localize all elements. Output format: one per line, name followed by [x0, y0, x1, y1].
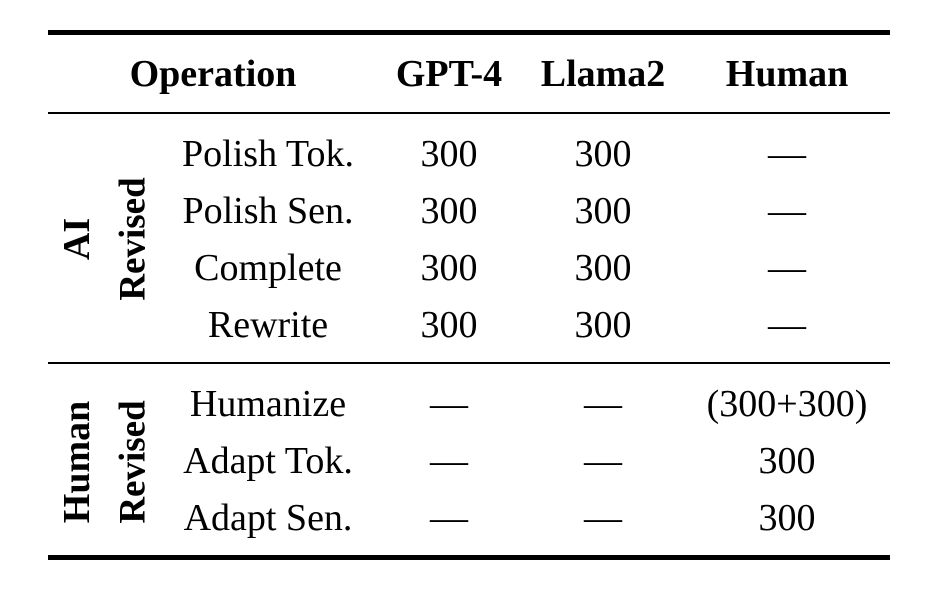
group-sublabel-ai-revised: Revised	[112, 177, 154, 301]
row-human-rewrite: —	[768, 304, 806, 346]
header-operation: Operation	[129, 53, 297, 95]
row-operation-complete: Complete	[194, 247, 342, 289]
row-operation-polish-tok: Polish Tok.	[182, 133, 354, 175]
row-llama2-polish-sen: 300	[574, 190, 632, 232]
header-llama2: Llama2	[540, 53, 666, 95]
row-human-complete: —	[768, 247, 806, 289]
row-gpt4-humanize: —	[430, 383, 468, 425]
row-human-adapt-tok: 300	[758, 440, 816, 482]
row-human-humanize: (300+300)	[706, 383, 868, 425]
header-human: Human	[725, 53, 849, 95]
table-bottom-rule	[48, 555, 890, 560]
table-top-rule	[48, 30, 890, 35]
header-gpt4: GPT-4	[395, 53, 503, 95]
row-human-polish-sen: —	[768, 190, 806, 232]
group-label-human: Human	[56, 400, 98, 524]
table-header-rule	[48, 112, 890, 114]
row-gpt4-polish-tok: 300	[420, 133, 478, 175]
group-label-ai: AI	[56, 217, 98, 261]
row-llama2-adapt-tok: —	[584, 440, 622, 482]
row-operation-humanize: Humanize	[189, 383, 347, 425]
row-gpt4-adapt-sen: —	[430, 497, 468, 539]
row-gpt4-rewrite: 300	[420, 304, 478, 346]
row-llama2-adapt-sen: —	[584, 497, 622, 539]
table-group-separator	[48, 362, 890, 364]
row-gpt4-adapt-tok: —	[430, 440, 468, 482]
row-operation-polish-sen: Polish Sen.	[182, 190, 354, 232]
row-gpt4-complete: 300	[420, 247, 478, 289]
row-human-adapt-sen: 300	[758, 497, 816, 539]
row-operation-adapt-sen: Adapt Sen.	[183, 497, 353, 539]
row-gpt4-polish-sen: 300	[420, 190, 478, 232]
row-operation-rewrite: Rewrite	[207, 304, 329, 346]
group-sublabel-human-revised: Revised	[112, 400, 154, 524]
row-llama2-complete: 300	[574, 247, 632, 289]
row-llama2-rewrite: 300	[574, 304, 632, 346]
row-llama2-polish-tok: 300	[574, 133, 632, 175]
row-operation-adapt-tok: Adapt Tok.	[183, 440, 353, 482]
row-llama2-humanize: —	[584, 383, 622, 425]
row-human-polish-tok: —	[768, 133, 806, 175]
